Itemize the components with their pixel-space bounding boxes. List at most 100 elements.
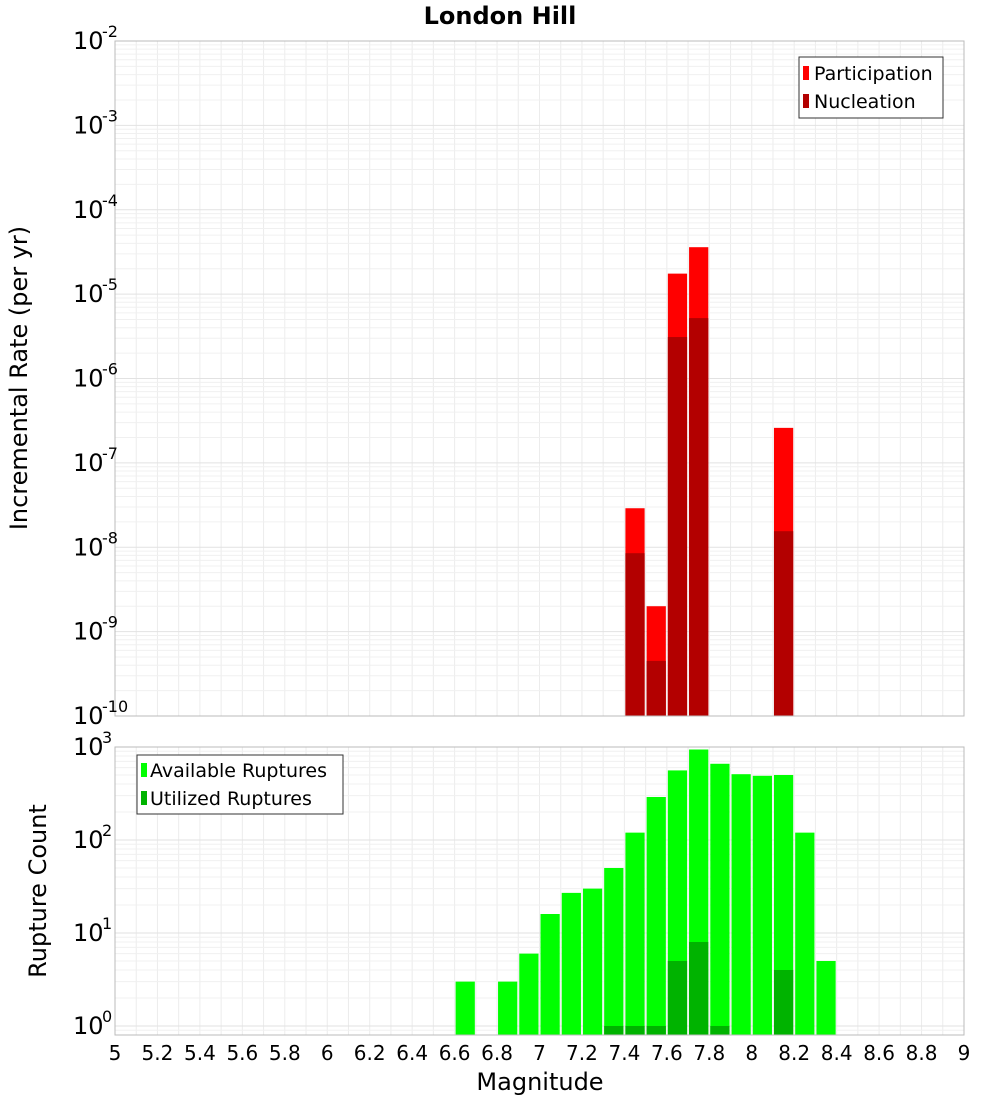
y-tick-exponent: -2 [102,22,118,41]
y-tick-label: 10-3 [73,106,118,139]
y-tick-exponent: -5 [102,275,118,294]
nucleation-bar [773,531,794,716]
bottom-bars [455,749,836,1035]
y-tick-base: 10 [73,919,104,947]
y-tick-base: 10 [73,618,104,646]
x-tick-label: 6.6 [439,1041,471,1065]
available-ruptures-bar [646,796,666,1035]
top-bars [625,247,794,716]
available-ruptures-bar [519,953,539,1035]
utilized-ruptures-bar [667,960,688,1035]
y-tick-base: 10 [73,111,104,139]
utilized-ruptures-bar [625,1025,645,1035]
nucleation-bar [689,318,709,716]
top-grid [114,40,965,717]
available-ruptures-bar [455,981,475,1035]
y-tick-label: 10-5 [73,275,118,308]
y-tick-label: 10-9 [73,613,118,646]
top-legend: Participation Nucleation [798,56,944,119]
x-tick-label: 7.8 [693,1041,725,1065]
y-tick-base: 10 [73,826,104,854]
utilized-ruptures-bar [773,969,794,1035]
y-tick-base: 10 [73,733,104,761]
available-ruptures-bar [561,892,581,1035]
y-tick-exponent: 3 [102,728,112,747]
legend-swatch-utilized-ruptures [141,791,147,805]
y-tick-exponent: -8 [102,528,118,547]
bottom-legend: Available Ruptures Utilized Ruptures [136,754,344,815]
y-tick-label: 100 [73,1007,112,1040]
x-tick-label: 7.6 [651,1041,683,1065]
y-tick-exponent: -3 [102,106,118,125]
y-tick-exponent: -6 [102,360,118,379]
nucleation-bar [625,553,645,716]
available-ruptures-bar [540,914,560,1035]
y-tick-base: 10 [73,196,104,224]
available-ruptures-bar [752,775,772,1035]
y-tick-label: 10-7 [73,444,118,477]
y-tick-base: 10 [73,702,104,730]
utilized-ruptures-bar [604,1025,624,1035]
y-tick-label: 10-2 [73,22,118,55]
available-ruptures-bar [604,867,624,1035]
x-tick-label: 6.2 [354,1041,386,1065]
y-tick-label: 101 [73,914,112,947]
y-tick-exponent: -7 [102,444,118,463]
bottom-plot-border [114,746,965,1036]
utilized-ruptures-bar [710,1025,730,1035]
y-tick-base: 10 [73,533,104,561]
x-tick-label: 5.8 [269,1041,301,1065]
legend-swatch-nucleation [803,94,809,108]
x-tick-label: 8 [745,1041,758,1065]
y-tick-exponent: -10 [102,697,128,716]
nucleation-bar [667,337,688,716]
legend-swatch-available-ruptures [141,763,147,777]
x-tick-label: 7 [533,1041,546,1065]
top-plot-border [114,40,965,717]
y-tick-label: 10-8 [73,528,118,561]
x-tick-label: 5 [109,1041,122,1065]
y-tick-exponent: 0 [102,1007,112,1026]
y-tick-label: 102 [73,821,112,854]
y-tick-exponent: -4 [102,191,118,210]
x-tick-label: 8.2 [778,1041,810,1065]
y-tick-label: 10-4 [73,191,118,224]
available-ruptures-bar [582,888,603,1035]
utilized-ruptures-bar [689,942,709,1035]
y-tick-label: 10-6 [73,360,118,393]
nucleation-bar [646,660,666,716]
available-ruptures-bar [625,832,645,1035]
y-tick-label: 10-10 [73,697,128,730]
y-tick-base: 10 [73,449,104,477]
top-y-axis-label: Incremental Rate (per yr) [5,226,33,530]
x-tick-label: 5.4 [184,1041,216,1065]
x-tick-label: 6.4 [396,1041,428,1065]
available-ruptures-bar [731,774,751,1035]
x-tick-label: 7.4 [608,1041,640,1065]
top-legend-box [798,56,944,119]
y-tick-base: 10 [73,365,104,393]
x-tick-label: 8.8 [906,1041,938,1065]
y-tick-base: 10 [73,27,104,55]
x-tick-label: 5.2 [142,1041,174,1065]
x-tick-label: 6.8 [481,1041,513,1065]
x-tick-label: 8.4 [821,1041,853,1065]
bottom-y-axis-label: Rupture Count [24,804,52,978]
y-tick-label: 103 [73,728,112,761]
y-tick-exponent: 2 [102,821,112,840]
x-tick-label: 9 [958,1041,971,1065]
x-axis-label: Magnitude [476,1068,603,1096]
x-tick-label: 5.6 [226,1041,258,1065]
y-tick-base: 10 [73,280,104,308]
legend-label-available-ruptures: Available Ruptures [150,760,327,782]
x-tick-label: 7.2 [566,1041,598,1065]
legend-swatch-participation [803,66,809,80]
y-tick-exponent: -9 [102,613,118,632]
y-tick-base: 10 [73,1012,104,1040]
legend-label-utilized-ruptures: Utilized Ruptures [150,788,312,810]
legend-label-participation: Participation [814,63,933,85]
